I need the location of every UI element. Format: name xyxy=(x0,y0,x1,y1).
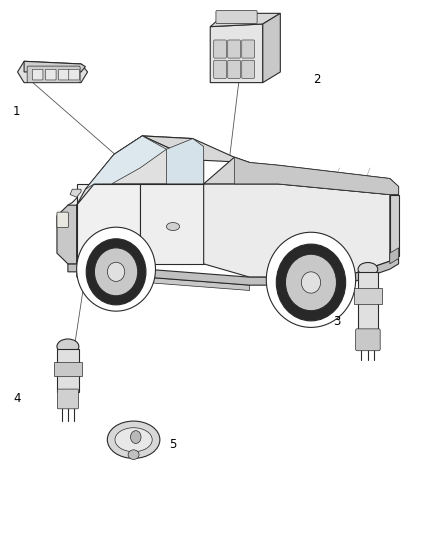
Ellipse shape xyxy=(266,232,356,327)
Ellipse shape xyxy=(286,254,336,311)
Polygon shape xyxy=(24,61,85,72)
Polygon shape xyxy=(210,24,263,83)
Ellipse shape xyxy=(86,239,146,305)
FancyBboxPatch shape xyxy=(46,69,56,80)
Polygon shape xyxy=(54,362,82,376)
Polygon shape xyxy=(234,157,399,195)
FancyBboxPatch shape xyxy=(242,60,254,78)
FancyBboxPatch shape xyxy=(69,69,79,80)
Polygon shape xyxy=(390,248,399,264)
Ellipse shape xyxy=(77,227,155,311)
Polygon shape xyxy=(142,136,250,163)
Ellipse shape xyxy=(115,427,152,452)
Polygon shape xyxy=(358,272,378,333)
Circle shape xyxy=(131,431,141,443)
Ellipse shape xyxy=(57,339,79,354)
Polygon shape xyxy=(70,189,81,197)
Ellipse shape xyxy=(276,244,346,321)
Polygon shape xyxy=(18,61,88,83)
FancyBboxPatch shape xyxy=(228,60,240,78)
Polygon shape xyxy=(68,259,399,285)
FancyBboxPatch shape xyxy=(228,40,240,58)
FancyBboxPatch shape xyxy=(242,40,254,58)
Polygon shape xyxy=(354,288,382,304)
Text: 3: 3 xyxy=(333,315,340,328)
FancyBboxPatch shape xyxy=(57,212,68,228)
FancyBboxPatch shape xyxy=(27,66,80,83)
Polygon shape xyxy=(77,136,204,205)
FancyBboxPatch shape xyxy=(356,329,380,351)
FancyBboxPatch shape xyxy=(32,69,43,80)
Ellipse shape xyxy=(166,223,180,231)
FancyBboxPatch shape xyxy=(216,11,257,23)
Ellipse shape xyxy=(358,263,378,276)
Polygon shape xyxy=(204,157,399,195)
Polygon shape xyxy=(77,272,250,290)
Polygon shape xyxy=(68,136,204,264)
Text: 1: 1 xyxy=(13,104,21,118)
Polygon shape xyxy=(85,136,166,189)
Polygon shape xyxy=(140,184,204,264)
Text: 2: 2 xyxy=(313,72,321,86)
Ellipse shape xyxy=(107,421,160,458)
Polygon shape xyxy=(166,139,204,184)
Text: 4: 4 xyxy=(13,392,21,406)
Ellipse shape xyxy=(107,262,125,281)
Polygon shape xyxy=(204,184,390,277)
FancyBboxPatch shape xyxy=(59,69,69,80)
Polygon shape xyxy=(77,184,140,264)
FancyBboxPatch shape xyxy=(57,389,78,409)
Polygon shape xyxy=(210,13,280,27)
Polygon shape xyxy=(390,195,399,261)
Polygon shape xyxy=(57,349,79,392)
Polygon shape xyxy=(57,205,77,264)
Ellipse shape xyxy=(95,248,138,296)
Text: 5: 5 xyxy=(169,438,176,451)
Ellipse shape xyxy=(128,450,139,459)
Ellipse shape xyxy=(301,272,321,293)
FancyBboxPatch shape xyxy=(214,40,226,58)
Polygon shape xyxy=(263,13,280,83)
FancyBboxPatch shape xyxy=(214,60,226,78)
